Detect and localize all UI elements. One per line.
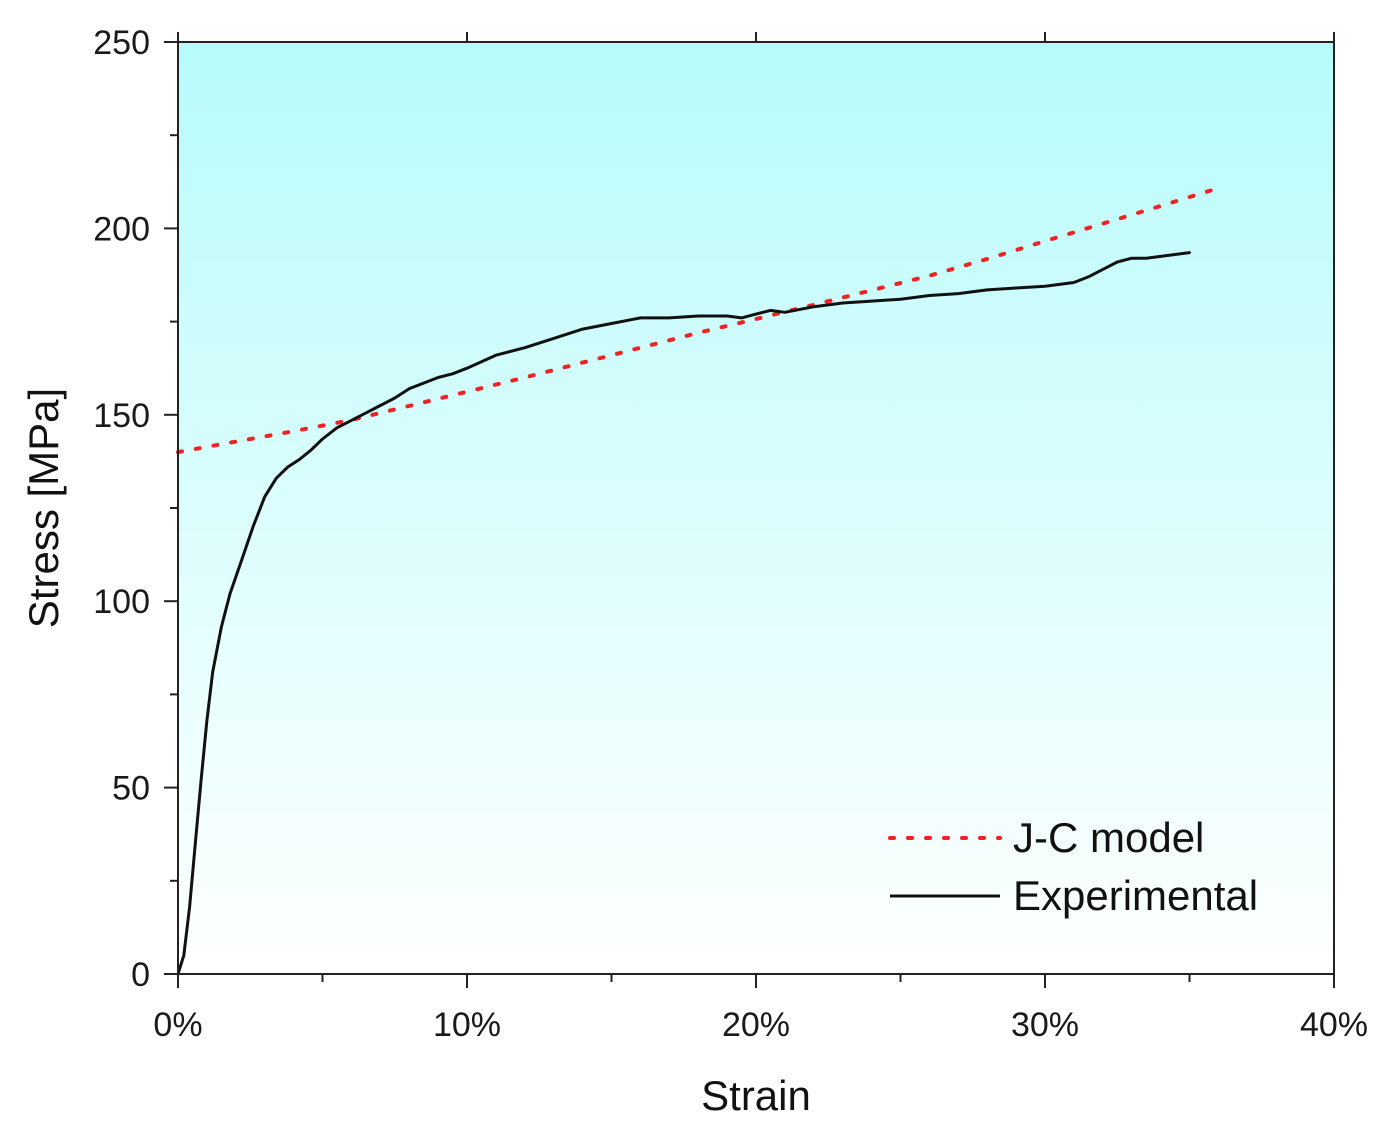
- legend-label-jc-model: J-C model: [1013, 814, 1204, 861]
- x-tick-label: 0%: [153, 1006, 202, 1044]
- plot-background: [178, 42, 1334, 974]
- axes-layer: 0% 10% 20% 30% 40% 0 50 100 150 200 250: [93, 24, 1368, 1044]
- series-line-experimental: [176, 251, 1191, 976]
- y-tick-label: 150: [93, 397, 150, 435]
- legend: J-C model Experimental: [888, 814, 1258, 919]
- y-tick-label: 0: [131, 956, 150, 994]
- y-tick-label: 50: [112, 770, 150, 808]
- x-tick-label: 10%: [433, 1006, 501, 1044]
- y-tick-label: 200: [93, 210, 150, 248]
- legend-label-experimental: Experimental: [1013, 872, 1258, 919]
- y-axis-title: Stress [MPa]: [20, 388, 67, 628]
- x-axis-title: Strain: [701, 1072, 811, 1119]
- y-tick-label: 250: [93, 24, 150, 62]
- x-tick-label: 30%: [1011, 1006, 1079, 1044]
- series-layer: [176, 186, 1221, 976]
- y-tick-label: 100: [93, 583, 150, 621]
- x-tick-label: 20%: [722, 1006, 790, 1044]
- x-tick-label: 40%: [1300, 1006, 1368, 1044]
